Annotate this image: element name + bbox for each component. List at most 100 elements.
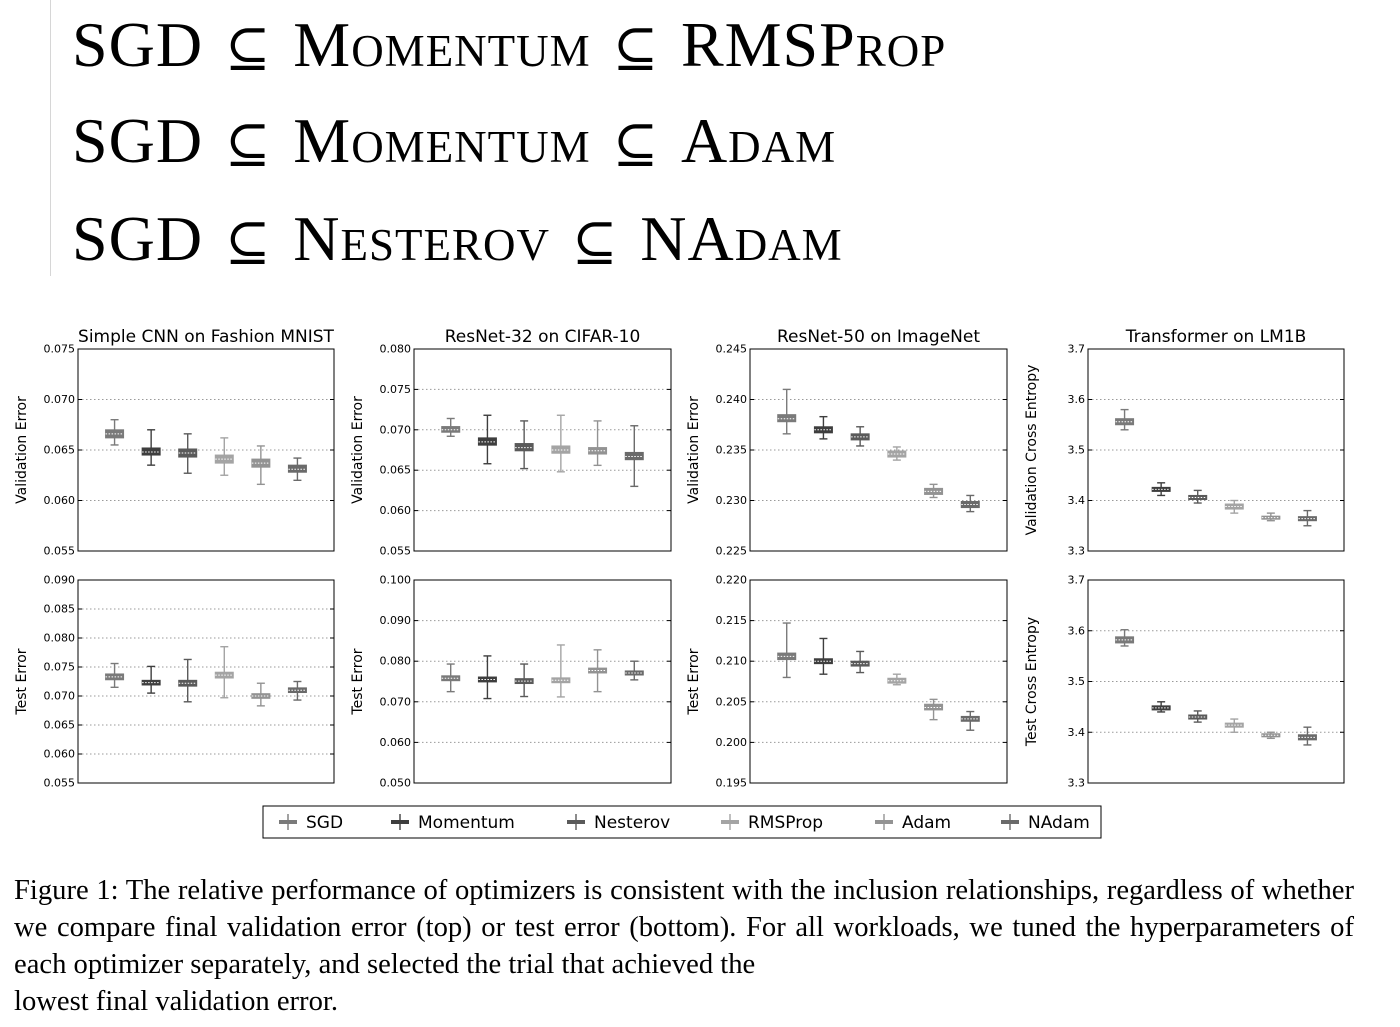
chart-panel: 0.225 0.230 0.235 0.240 0.245 ResNet-50 on Im…: [686, 327, 1008, 558]
y-tick-label: 0.060: [380, 504, 412, 517]
y-tick-label: 0.050: [380, 777, 412, 790]
box-momentum: [1151, 701, 1171, 713]
panel-title: ResNet-50 on ImageNet: [777, 327, 980, 347]
inclusion-rhs: NAdam: [640, 203, 843, 274]
y-tick-label: 0.060: [44, 748, 76, 761]
y-axis-label: Validation Error: [686, 396, 702, 504]
box-sgd: [105, 662, 125, 688]
box-nadam: [287, 680, 307, 701]
y-tick-label: 0.065: [44, 719, 76, 732]
y-tick-label: 0.200: [716, 736, 748, 749]
y-tick-label: 0.065: [44, 444, 76, 457]
plot-frame: [413, 348, 672, 552]
y-tick-label: 3.3: [1068, 545, 1086, 558]
caption-body: Figure 1: The relative performance of op…: [14, 875, 1354, 980]
y-tick-label: 0.210: [716, 655, 748, 668]
box-nesterov: [1188, 710, 1208, 723]
y-tick-label: 0.055: [44, 777, 76, 790]
legend-label: RMSProp: [748, 813, 823, 833]
y-axis-label: Validation Error: [14, 396, 30, 504]
box-momentum: [477, 655, 497, 700]
y-tick-label: 3.3: [1068, 777, 1086, 790]
inclusion-mid: Momentum: [293, 105, 591, 176]
y-tick-label: 0.080: [380, 343, 412, 356]
subset-eq-symbol: ⊆: [612, 16, 659, 79]
legend-label: NAdam: [1028, 813, 1090, 833]
box-nadam: [1297, 509, 1317, 527]
box-nesterov: [178, 658, 198, 703]
box-rmsprop: [887, 673, 907, 686]
subset-eq-symbol: ⊆: [225, 112, 272, 175]
y-tick-label: 3.6: [1068, 624, 1086, 637]
inclusion-lhs: SGD: [72, 105, 204, 176]
box-nesterov: [514, 663, 534, 698]
y-tick-label: 0.055: [380, 545, 412, 558]
inclusion-relation-2: SGD ⊆ Momentum ⊆ Adam: [72, 106, 836, 176]
subset-eq-symbol: ⊆: [612, 112, 659, 175]
box-rmsprop: [214, 646, 234, 699]
chart-panel: 0.195 0.200 0.205 0.210 0.215 0.220 Test Error: [686, 574, 1008, 790]
box-sgd: [1115, 629, 1135, 647]
y-tick-label: 0.090: [380, 614, 412, 627]
box-nadam: [960, 710, 980, 731]
legend-item-rmsprop: RMSProp: [721, 813, 823, 833]
box-nadam: [624, 660, 644, 681]
y-tick-label: 0.060: [380, 736, 412, 749]
inclusion-relation-1: SGD ⊆ Momentum ⊆ RMSProp: [72, 10, 946, 80]
legend-item-momentum: Momentum: [391, 813, 515, 833]
inclusion-rhs: RMSProp: [680, 9, 947, 80]
y-tick-label: 0.060: [44, 494, 76, 507]
box-adam: [1261, 731, 1281, 740]
caption-last-line: lowest final validation error.: [14, 986, 338, 1017]
y-tick-label: 0.090: [44, 574, 76, 587]
box-nesterov: [1188, 489, 1208, 504]
y-tick-label: 3.4: [1068, 726, 1086, 739]
y-tick-label: 3.5: [1068, 444, 1086, 457]
y-tick-label: 3.7: [1068, 574, 1086, 587]
y-tick-label: 0.215: [716, 614, 748, 627]
panel-title: Simple CNN on Fashion MNIST: [78, 327, 334, 347]
y-tick-label: 0.070: [380, 423, 412, 436]
y-tick-label: 3.7: [1068, 343, 1086, 356]
box-rmsprop: [1224, 718, 1244, 733]
inclusion-lhs: SGD: [72, 9, 204, 80]
legend-label: Momentum: [418, 813, 515, 833]
box-rmsprop: [214, 437, 234, 476]
inclusion-mid: Nesterov: [293, 203, 550, 274]
y-tick-label: 3.4: [1068, 494, 1086, 507]
y-tick-label: 0.075: [44, 661, 76, 674]
figure-caption: Figure 1: The relative performance of op…: [14, 872, 1354, 1020]
legend-item-sgd: SGD: [279, 813, 343, 833]
box-adam: [588, 649, 608, 693]
box-adam: [924, 698, 944, 721]
y-tick-label: 3.6: [1068, 393, 1086, 406]
box-nadam: [287, 457, 307, 482]
box-adam: [251, 445, 271, 486]
chart-panel: 0.055 0.060 0.065 0.070 0.075 0.080 ResNet-32 …: [350, 327, 672, 558]
y-tick-label: 0.055: [44, 545, 76, 558]
plot-frame: [749, 579, 1008, 784]
box-iqr: [287, 464, 307, 473]
box-rmsprop: [551, 644, 571, 698]
y-tick-label: 0.225: [716, 545, 748, 558]
box-nesterov: [178, 433, 198, 474]
box-nesterov: [850, 426, 870, 447]
inclusion-lhs: SGD: [72, 203, 204, 274]
box-sgd: [105, 418, 125, 446]
chart-panel: 0.050 0.060 0.070 0.080 0.090 0.100 Test Error: [350, 574, 672, 790]
box-nesterov: [850, 650, 870, 674]
subset-eq-symbol: ⊆: [225, 210, 272, 273]
box-momentum: [477, 414, 497, 465]
box-rmsprop: [551, 414, 571, 473]
y-tick-label: 0.205: [716, 695, 748, 708]
y-tick-label: 0.235: [716, 444, 748, 457]
box-nadam: [624, 425, 644, 488]
y-tick-label: 0.195: [716, 777, 748, 790]
inclusion-rhs: Adam: [680, 105, 837, 176]
plot-frame: [1087, 348, 1345, 552]
plot-frame: [1087, 579, 1345, 784]
box-sgd: [441, 663, 461, 693]
y-tick-label: 0.070: [380, 695, 412, 708]
box-adam: [1261, 512, 1281, 522]
